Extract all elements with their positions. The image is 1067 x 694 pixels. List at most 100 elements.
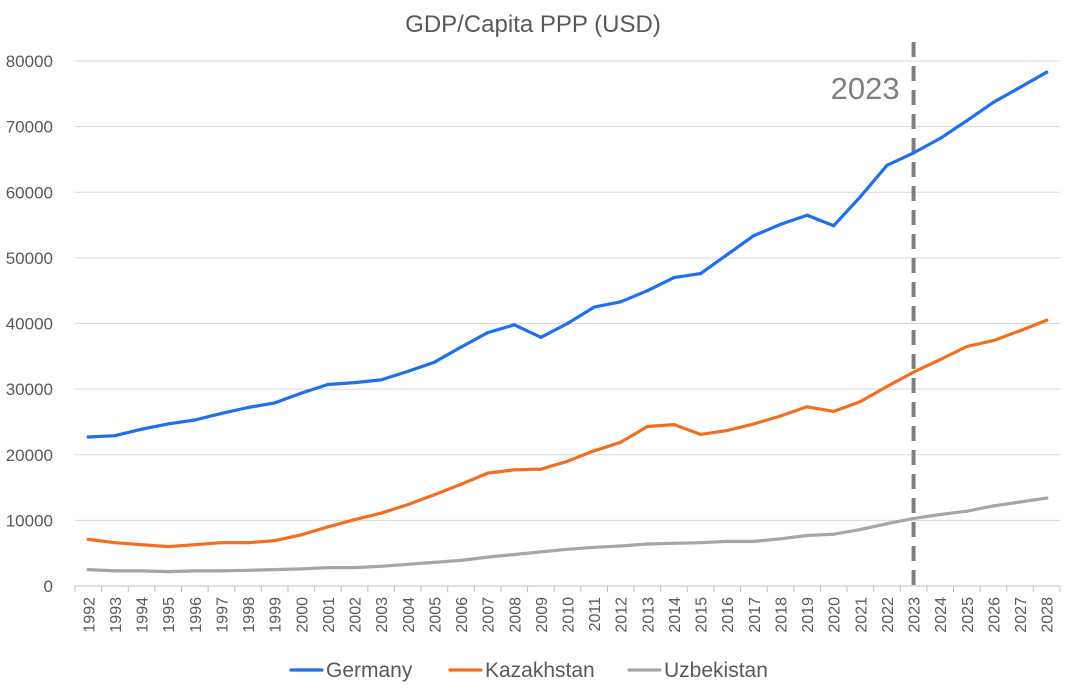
x-axis-ticks: 1992 1993 1994 1995 1996 1997 1998 1999 2000 2001… bbox=[74, 586, 1061, 633]
data-point bbox=[273, 401, 277, 405]
x-tick-label: 1992 bbox=[81, 597, 98, 633]
annotation-label: 2023 bbox=[831, 71, 900, 106]
data-point bbox=[619, 440, 623, 444]
data-point bbox=[486, 555, 490, 559]
data-point bbox=[326, 382, 330, 387]
data-point bbox=[406, 562, 410, 566]
x-tick-label: 2001 bbox=[321, 597, 338, 633]
x-tick-label: 2006 bbox=[454, 597, 471, 633]
data-point bbox=[938, 358, 942, 362]
data-point bbox=[778, 414, 783, 418]
x-tick-label: 1995 bbox=[161, 597, 178, 633]
x-tick-label: 2012 bbox=[614, 597, 631, 633]
data-point bbox=[379, 564, 383, 568]
data-point bbox=[193, 543, 197, 547]
x-tick-label: 2018 bbox=[773, 597, 790, 633]
y-tick-label: 40000 bbox=[6, 315, 53, 334]
x-tick-label: 2007 bbox=[481, 597, 498, 633]
x-tick-label: 2025 bbox=[960, 597, 977, 633]
x-tick-label: 2023 bbox=[907, 597, 924, 633]
data-point bbox=[725, 253, 729, 257]
data-point bbox=[1045, 70, 1049, 74]
data-point bbox=[86, 435, 90, 439]
legend-label: Kazakhstan bbox=[485, 659, 595, 682]
x-tick-label: 2026 bbox=[986, 597, 1003, 633]
data-point bbox=[166, 570, 170, 574]
data-point bbox=[778, 222, 783, 226]
data-point bbox=[352, 381, 357, 385]
data-point bbox=[432, 560, 436, 565]
data-point bbox=[113, 541, 117, 545]
x-tick-label: 1993 bbox=[108, 597, 125, 633]
x-tick-label: 2010 bbox=[561, 597, 578, 633]
data-point bbox=[219, 411, 223, 415]
data-point bbox=[1018, 500, 1022, 504]
data-point bbox=[991, 339, 996, 343]
data-point bbox=[113, 434, 117, 438]
data-point bbox=[991, 504, 996, 508]
data-point bbox=[965, 119, 969, 123]
x-tick-label: 2027 bbox=[1013, 597, 1030, 633]
data-point bbox=[193, 569, 197, 573]
data-point bbox=[752, 539, 756, 544]
data-point bbox=[140, 543, 144, 547]
x-tick-label: 1994 bbox=[135, 597, 152, 633]
x-tick-label: 2009 bbox=[534, 597, 551, 633]
data-point bbox=[459, 345, 463, 349]
legend: Germany Kazakhstan Uzbekistan bbox=[289, 659, 768, 682]
data-point bbox=[219, 569, 223, 573]
data-point bbox=[246, 541, 250, 545]
data-point bbox=[486, 331, 490, 335]
data-point bbox=[619, 300, 623, 304]
y-tick-label: 50000 bbox=[6, 249, 53, 268]
x-tick-label: 1997 bbox=[214, 597, 231, 633]
data-point bbox=[352, 518, 357, 522]
data-point bbox=[885, 522, 889, 526]
data-point bbox=[406, 503, 410, 507]
data-point bbox=[246, 568, 250, 572]
legend-item: Kazakhstan bbox=[448, 659, 595, 682]
x-tick-label: 2000 bbox=[294, 597, 311, 633]
y-tick-label: 60000 bbox=[6, 183, 53, 202]
data-point bbox=[486, 471, 490, 475]
data-point bbox=[752, 234, 756, 238]
series-layer bbox=[86, 70, 1049, 574]
data-point bbox=[432, 360, 436, 364]
data-point bbox=[832, 409, 836, 413]
x-tick-label: 1999 bbox=[268, 597, 285, 633]
y-axis-ticks: 0 10000 20000 30000 40000 50000 60000 70000 8000… bbox=[6, 52, 53, 596]
data-point bbox=[592, 449, 596, 453]
data-point bbox=[592, 545, 596, 549]
data-point bbox=[352, 566, 357, 570]
data-point bbox=[86, 568, 90, 572]
annotation-layer: 2023 bbox=[831, 42, 916, 586]
y-tick-label: 10000 bbox=[6, 511, 53, 530]
y-tick-label: 80000 bbox=[6, 52, 53, 71]
x-tick-label: 2017 bbox=[747, 597, 764, 633]
data-point bbox=[246, 405, 250, 410]
x-tick-label: 2024 bbox=[933, 597, 950, 633]
data-point bbox=[326, 566, 330, 570]
series-kazakhstan bbox=[86, 318, 1049, 549]
data-point bbox=[805, 405, 809, 409]
x-tick-label: 2022 bbox=[880, 597, 897, 633]
data-point bbox=[193, 418, 197, 422]
data-point bbox=[752, 422, 756, 426]
legend-label: Germany bbox=[326, 659, 413, 682]
data-point bbox=[299, 567, 303, 571]
data-point bbox=[219, 541, 223, 545]
legend-item: Uzbekistan bbox=[627, 659, 768, 682]
data-point bbox=[140, 427, 144, 431]
data-point bbox=[645, 289, 650, 293]
series-uzbekistan bbox=[86, 496, 1049, 574]
chart-title: GDP/Capita PPP (USD) bbox=[405, 11, 661, 38]
data-point bbox=[912, 516, 916, 521]
y-tick-label: 20000 bbox=[6, 446, 53, 465]
data-point bbox=[459, 558, 463, 563]
y-tick-label: 30000 bbox=[6, 380, 53, 399]
x-tick-label: 2028 bbox=[1040, 597, 1057, 633]
data-point bbox=[672, 276, 676, 280]
data-point bbox=[166, 545, 170, 549]
data-point bbox=[858, 195, 862, 199]
